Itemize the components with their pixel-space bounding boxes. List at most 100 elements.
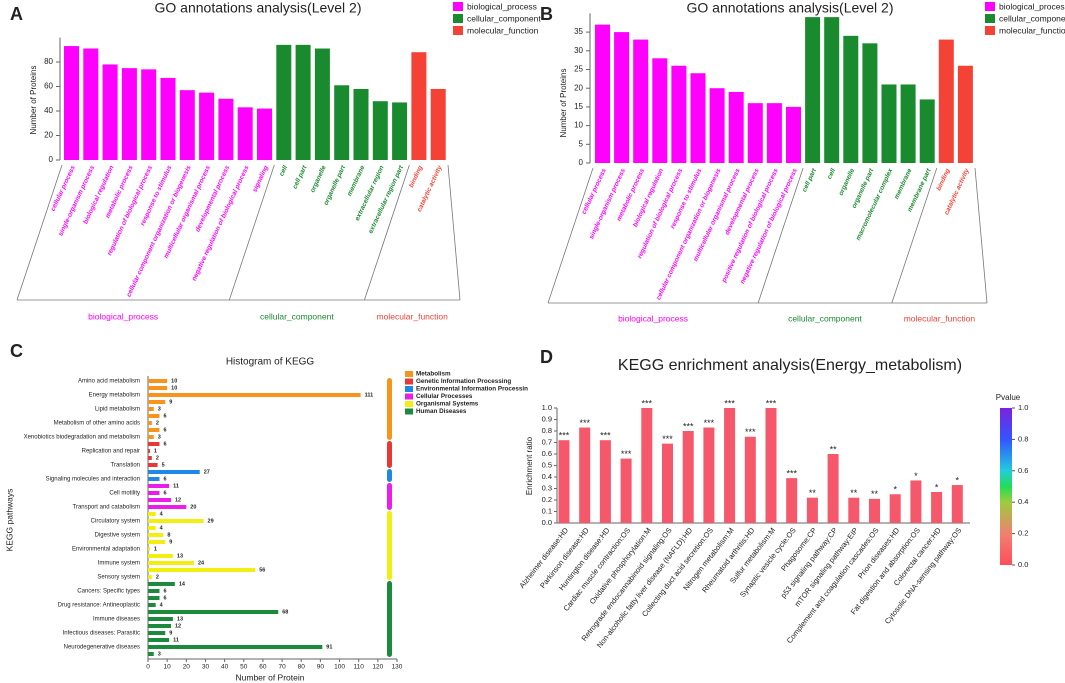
x-tick-label: membrane	[346, 164, 366, 197]
y-tick-label: 15	[574, 102, 583, 111]
group-bracket	[364, 164, 410, 301]
bar	[148, 589, 160, 593]
category-label: Infectious diseases: Parasitic	[63, 631, 140, 637]
group-strip	[387, 511, 392, 580]
significance-label: **	[850, 488, 858, 498]
legend-label: cellular_component	[999, 13, 1065, 23]
bar	[682, 431, 694, 523]
significance-label: **	[830, 444, 838, 454]
value-label: 2	[156, 455, 159, 461]
legend-swatch	[405, 371, 413, 377]
group-strip	[387, 581, 392, 657]
legend-swatch	[985, 2, 995, 11]
bar	[579, 427, 591, 523]
x-tick-label: cell	[278, 164, 289, 177]
bar	[690, 73, 706, 163]
bar	[148, 526, 156, 530]
bar	[786, 478, 798, 523]
bar	[595, 24, 610, 164]
bar	[148, 540, 166, 544]
y-tick-label: 60	[44, 82, 53, 91]
y-tick-label: 20	[574, 83, 583, 92]
bar	[900, 84, 916, 163]
significance-label: **	[809, 488, 817, 498]
y-axis-label: Number of Proteins	[29, 66, 38, 135]
bar	[703, 427, 715, 523]
legend-label: Environmental Information Processin	[416, 386, 528, 393]
y-tick-label: 40	[44, 106, 53, 115]
group-label: cellular_component	[788, 313, 862, 323]
bar	[620, 458, 632, 523]
legend-label: molecular_function	[999, 25, 1065, 35]
value-label: 9	[169, 630, 172, 636]
y-tick-label: 10	[574, 121, 583, 130]
bar	[199, 92, 215, 160]
y-tick-label: 0.5	[542, 460, 552, 469]
value-label: 13	[177, 553, 183, 559]
category-label: Cancers: Specific types	[77, 589, 140, 595]
value-label: 29	[208, 518, 214, 524]
x-tick-label: developmental process	[724, 167, 761, 236]
significance-label: *	[914, 471, 918, 481]
value-label: 11	[173, 483, 179, 489]
group-strip	[387, 378, 392, 440]
group-bracket	[891, 167, 938, 304]
y-tick-label: 0	[579, 158, 584, 167]
x-tick-label: cell part	[801, 167, 818, 193]
x-tick-label: 90	[317, 664, 325, 671]
value-label: 3	[158, 406, 161, 412]
group-bracket	[974, 167, 988, 304]
bar	[786, 106, 801, 163]
y-tick-label: 35	[574, 27, 583, 36]
bar	[430, 88, 446, 160]
x-tick-label: macromolecular complex	[855, 167, 895, 241]
category-label: Translation	[111, 463, 140, 469]
y-tick-label: 0.0	[542, 518, 552, 527]
group-bracket	[447, 164, 461, 301]
legend-swatch	[453, 26, 463, 35]
y-tick-label: 0	[49, 155, 54, 164]
legend-swatch	[453, 14, 463, 23]
category-label: Replication and repair	[82, 449, 140, 455]
bar	[257, 108, 272, 160]
x-tick-label: 10	[164, 664, 172, 671]
category-label: Metabolism of other amino acids	[54, 421, 140, 427]
group-label: cellular_component	[260, 311, 334, 321]
bar	[724, 408, 736, 523]
x-tick-label: membrane	[893, 167, 913, 200]
bar	[599, 440, 611, 523]
x-tick-label: 110	[354, 664, 365, 671]
bar	[671, 65, 687, 163]
significance-label: ***	[559, 431, 570, 441]
category-label: Digestive system	[95, 533, 140, 539]
legend-swatch	[405, 393, 413, 400]
bar	[843, 35, 859, 164]
y-tick-label: 1.0	[542, 403, 552, 412]
y-axis-label: Enrichment ratio	[525, 436, 534, 495]
chart-title: GO annotations analysis(Level 2)	[155, 0, 362, 16]
category-label: Immune system	[98, 561, 140, 567]
bar	[951, 485, 963, 523]
value-label: 6	[163, 413, 166, 419]
y-tick-label: 5	[579, 139, 584, 148]
y-tick-label: 0.1	[542, 506, 552, 515]
bar	[910, 480, 922, 523]
bar	[148, 435, 154, 439]
bar	[633, 39, 649, 163]
bar	[148, 379, 168, 383]
value-label: 2	[156, 420, 159, 426]
legend-swatch	[453, 2, 463, 11]
value-label: 111	[365, 392, 374, 398]
value-label: 14	[179, 581, 186, 587]
bar	[148, 519, 204, 523]
x-tick-label: 20	[183, 664, 191, 671]
colorbar-title: Pvalue	[996, 393, 1021, 402]
category-label: Energy metabolism	[89, 393, 140, 399]
y-tick-label: 25	[574, 65, 583, 74]
bar	[869, 498, 880, 523]
bar	[148, 463, 158, 467]
value-label: 12	[175, 497, 181, 503]
bar	[148, 568, 256, 572]
significance-label: ***	[724, 398, 735, 408]
y-tick-label: 30	[574, 46, 583, 55]
